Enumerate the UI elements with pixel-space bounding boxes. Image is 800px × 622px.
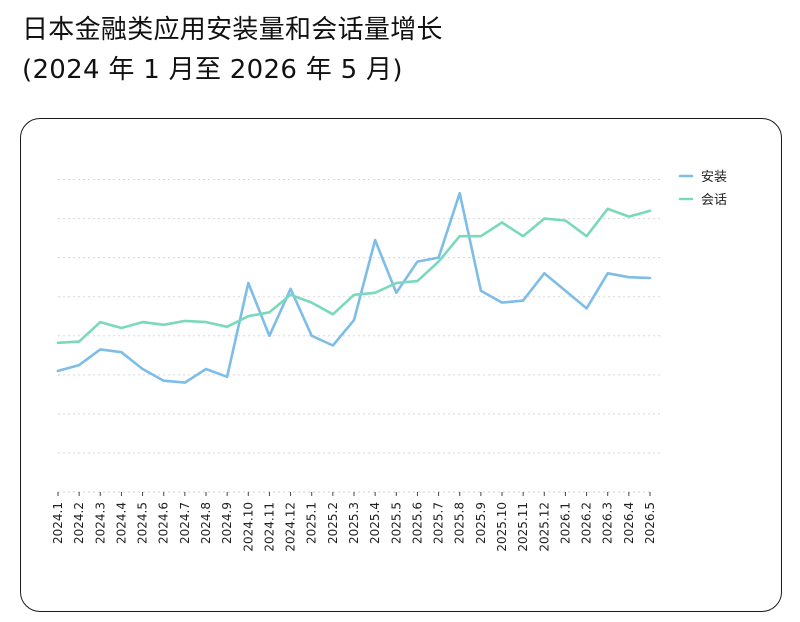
x-tick-label: 2024.8 bbox=[199, 502, 213, 544]
x-tick-label: 2025.1 bbox=[305, 502, 319, 544]
chart-panel bbox=[20, 118, 782, 612]
x-tick-label: 2024.3 bbox=[93, 502, 107, 544]
x-tick-label: 2025.11 bbox=[516, 502, 530, 552]
x-tick-label: 2024.7 bbox=[178, 502, 192, 544]
x-tick-label: 2024.5 bbox=[136, 502, 150, 544]
legend-label: 会话 bbox=[701, 193, 727, 208]
series-line-0 bbox=[56, 191, 652, 384]
x-tick-label: 2025.3 bbox=[347, 502, 361, 544]
x-tick-label: 2025.12 bbox=[537, 502, 551, 552]
x-tick-label: 2025.5 bbox=[389, 502, 403, 544]
x-tick-label: 2025.2 bbox=[326, 502, 340, 544]
x-tick-label: 2024.12 bbox=[284, 502, 298, 552]
series-lines bbox=[56, 191, 652, 384]
x-tick-label: 2024.6 bbox=[157, 502, 171, 544]
x-tick-label: 2026.1 bbox=[558, 502, 572, 544]
chart-title: 日本金融类应用安装量和会话量增长 (2024 年 1 月至 2026 年 5 月… bbox=[22, 10, 782, 90]
x-tick-label: 2024.1 bbox=[51, 502, 65, 544]
chart-title-line2: (2024 年 1 月至 2026 年 5 月) bbox=[22, 55, 403, 85]
x-tick-label: 2026.3 bbox=[601, 502, 615, 544]
x-tick-label: 2025.9 bbox=[474, 502, 488, 544]
x-tick-label: 2026.2 bbox=[580, 502, 594, 544]
x-tick-label: 2024.4 bbox=[114, 502, 128, 544]
x-tick-label: 2025.10 bbox=[495, 502, 509, 552]
x-axis: 2024.1 2024.2 2024.3 2024.4 2024.5 2024.6 2024… bbox=[51, 491, 657, 552]
x-tick-label: 2026.4 bbox=[622, 502, 636, 544]
x-tick-label: 2025.8 bbox=[453, 502, 467, 544]
x-tick-label: 2025.6 bbox=[410, 502, 424, 544]
x-tick-label: 2025.7 bbox=[432, 502, 446, 544]
series-line-1 bbox=[56, 207, 652, 345]
grid-lines bbox=[58, 179, 660, 454]
chart-title-line1: 日本金融类应用安装量和会话量增长 bbox=[22, 15, 443, 45]
x-tick-label: 2024.10 bbox=[241, 502, 255, 552]
x-tick-label: 2024.2 bbox=[72, 502, 86, 544]
x-tick-label: 2026.5 bbox=[643, 502, 657, 544]
x-tick-label: 2024.11 bbox=[262, 502, 276, 552]
x-tick-label: 2024.9 bbox=[220, 502, 234, 544]
x-tick-label: 2025.4 bbox=[368, 502, 382, 544]
legend-label: 安装 bbox=[701, 170, 727, 185]
